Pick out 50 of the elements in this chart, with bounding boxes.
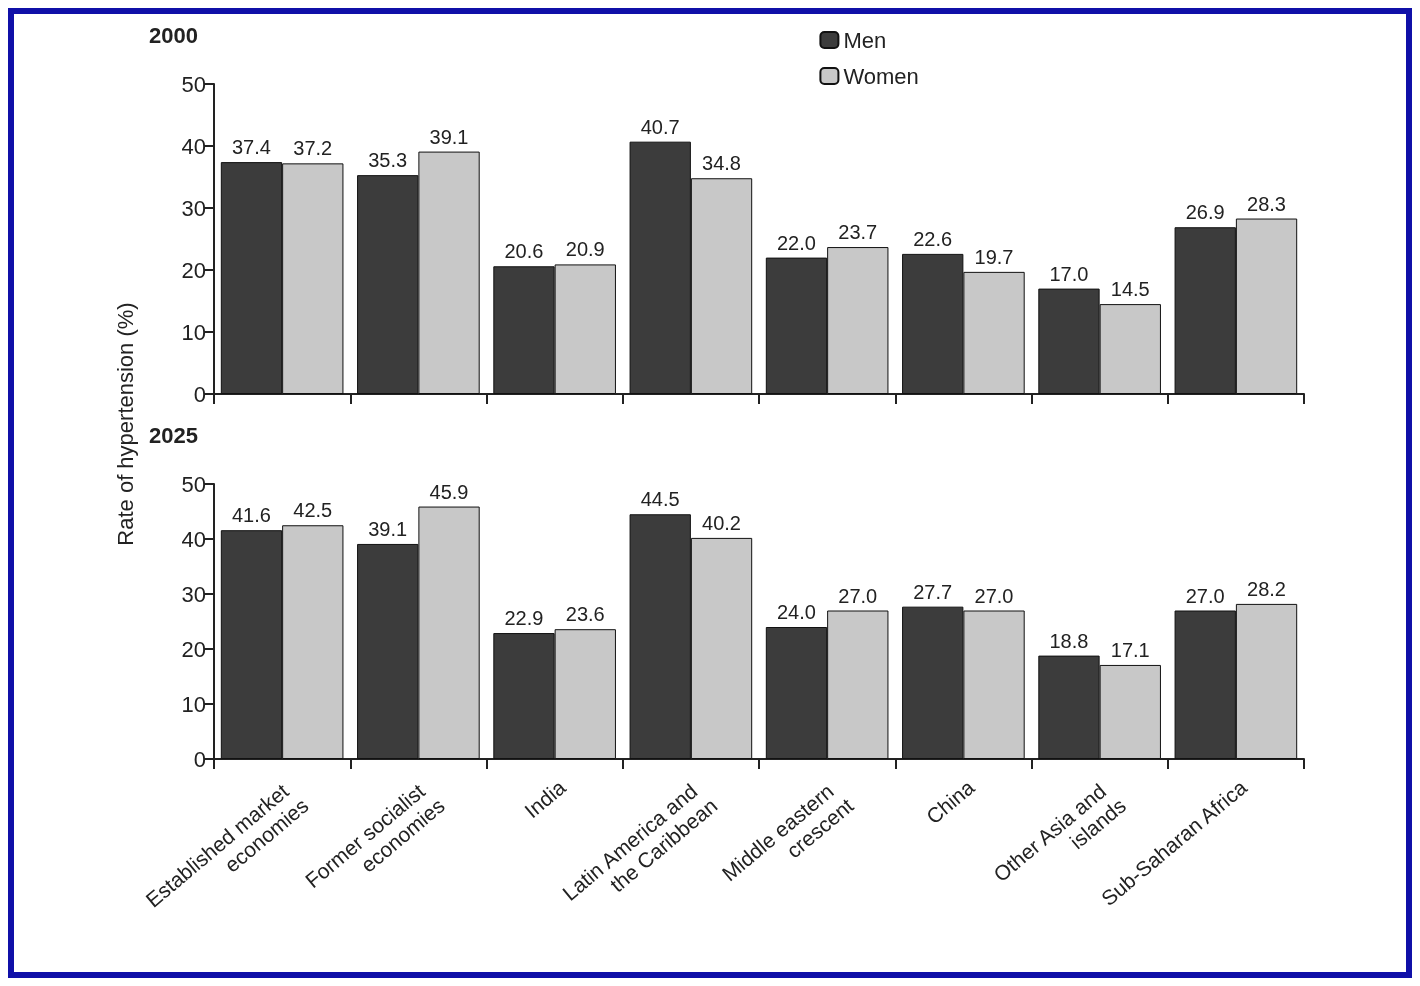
y-tick-label: 50 — [181, 471, 206, 497]
data-label: 14.5 — [1110, 278, 1150, 301]
data-label: 24.0 — [777, 601, 816, 623]
data-label: 44.5 — [640, 488, 680, 511]
y-tick-label: 40 — [181, 526, 206, 552]
data-label: 23.7 — [838, 221, 878, 244]
y-tick-label: 0 — [193, 746, 206, 772]
data-label: 27.7 — [913, 580, 953, 603]
y-tick-label: 20 — [181, 636, 206, 662]
data-label: 37.4 — [232, 136, 271, 159]
data-label: 37.2 — [293, 137, 333, 160]
data-label: 41.6 — [232, 504, 271, 527]
data-label: 40.2 — [702, 511, 741, 534]
data-label: 42.5 — [293, 499, 333, 522]
data-label: 18.8 — [1049, 629, 1089, 652]
data-label: 27.0 — [838, 584, 878, 607]
data-label: 22.9 — [504, 607, 544, 630]
data-label: 45.9 — [429, 480, 469, 503]
data-label: 19.7 — [974, 245, 1014, 268]
y-tick-label: 20 — [181, 257, 206, 283]
y-tick-label: 10 — [181, 691, 206, 717]
data-label: 28.2 — [1247, 577, 1286, 600]
legend-label: Women — [843, 63, 919, 89]
chart-title: 2025 — [149, 422, 198, 448]
data-label: 26.9 — [1185, 201, 1225, 224]
data-label: 35.3 — [368, 149, 408, 172]
y-tick-label: 50 — [181, 71, 206, 97]
data-label: 22.0 — [777, 231, 816, 254]
data-label: 39.1 — [429, 125, 469, 148]
legend-label: Men — [843, 27, 887, 53]
data-label: 27.0 — [974, 584, 1014, 607]
data-label: 39.1 — [368, 517, 408, 540]
data-label: 40.7 — [640, 115, 680, 138]
y-tick-label: 30 — [181, 195, 206, 221]
data-label: 34.8 — [702, 152, 741, 175]
y-axis-title: Rate of hypertension (%) — [113, 302, 139, 546]
data-label: 20.9 — [565, 238, 605, 261]
data-label: 22.6 — [913, 227, 953, 250]
y-tick-label: 0 — [193, 381, 206, 407]
data-label: 17.0 — [1049, 262, 1089, 285]
x-tick-label: India — [520, 775, 570, 823]
y-tick-label: 40 — [181, 133, 206, 159]
chart-title: 2000 — [149, 22, 198, 48]
data-label: 17.1 — [1110, 638, 1150, 661]
data-label: 28.3 — [1247, 192, 1286, 215]
y-tick-label: 30 — [181, 581, 206, 607]
data-label: 20.6 — [504, 240, 544, 263]
data-label: 23.6 — [565, 603, 605, 626]
data-label: 27.0 — [1185, 584, 1225, 607]
y-tick-label: 10 — [181, 319, 206, 345]
